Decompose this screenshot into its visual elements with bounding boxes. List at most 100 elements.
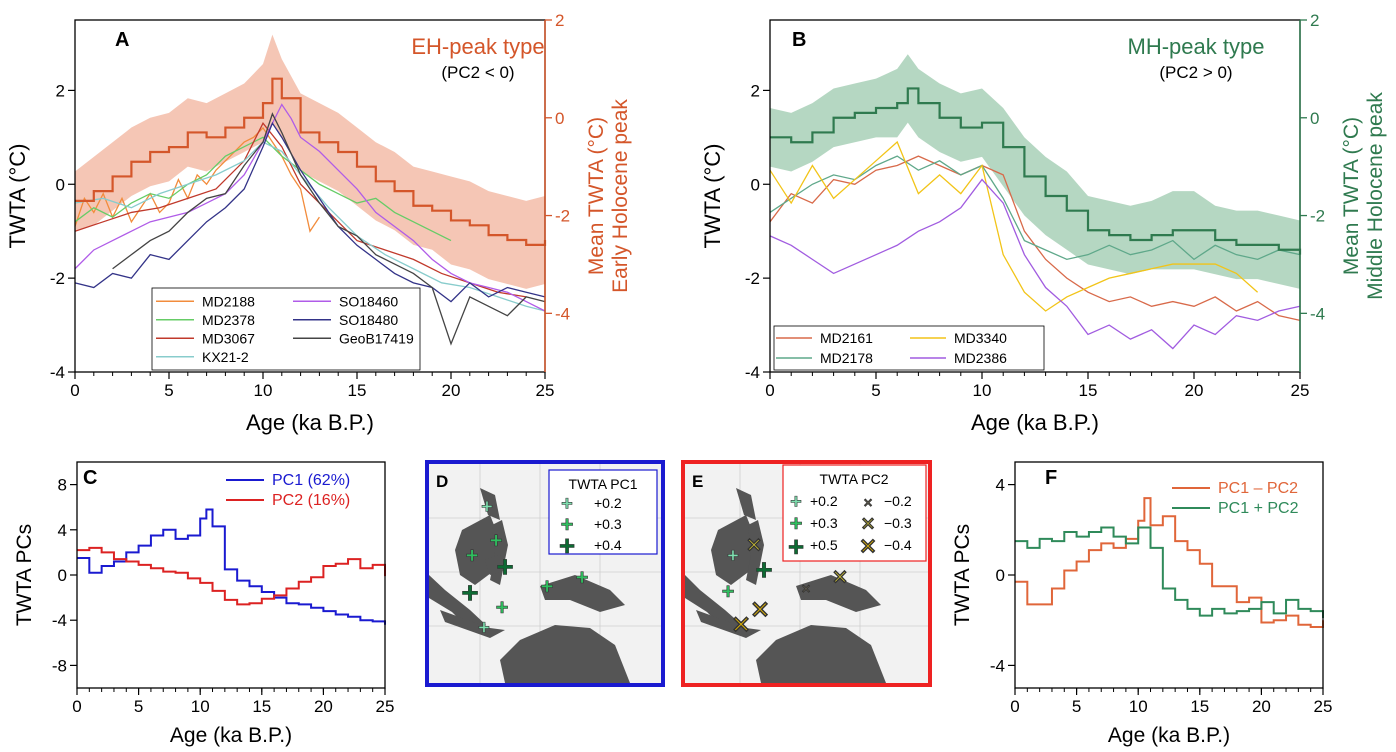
x-tick-label: 20 xyxy=(314,697,333,716)
x-tick-label: 0 xyxy=(1010,697,1019,716)
x-tick-label: 5 xyxy=(1072,697,1081,716)
legend-cross-icon: + xyxy=(790,491,802,513)
panel-c: 0 5 10 15 20 25 -8 -4 0 4 8 Age (ka B.P.) TWTA PCs C P… xyxy=(13,461,394,747)
legend-label: MD2188 xyxy=(202,293,255,309)
y2-tick-label: 2 xyxy=(1310,11,1319,30)
cross-marker: + xyxy=(461,577,479,610)
y-tick-label: 0 xyxy=(996,566,1005,585)
y-tick-label: -4 xyxy=(990,656,1005,675)
legend-box xyxy=(773,325,1045,371)
x-tick-label: 15 xyxy=(1190,697,1209,716)
legend-label: MD2378 xyxy=(202,312,255,328)
y-tick-label: -4 xyxy=(52,611,67,630)
map-e-legend-title: TWTA PC2 xyxy=(820,471,889,487)
series-line xyxy=(74,103,546,312)
chart-title: EH-peak type xyxy=(411,34,544,59)
y-axis-label: TWTA (°C) xyxy=(5,144,30,249)
y-tick-label: 0 xyxy=(56,175,65,194)
cross-marker: + xyxy=(541,574,554,599)
x-marker: ✕ xyxy=(750,597,770,624)
y-axis-label: TWTA PCs xyxy=(951,524,974,626)
x-tick-label: 10 xyxy=(1129,697,1148,716)
y2-tick-label: 2 xyxy=(555,11,564,30)
legend-label: MD2386 xyxy=(954,350,1007,366)
cross-marker: + xyxy=(722,579,735,604)
x-tick-label: 20 xyxy=(1185,381,1204,400)
panel-a: 0 5 10 15 20 25 -4 -2 0 2 -4 -2 0 2 Mean TWTA (°C) Earl… xyxy=(5,11,632,435)
legend-cross-icon: + xyxy=(559,530,575,561)
x-tick-label: 0 xyxy=(72,697,81,716)
x-tick-label: 5 xyxy=(871,381,880,400)
chart-subtitle: (PC2 < 0) xyxy=(441,63,514,82)
x-tick-label: 25 xyxy=(1314,697,1333,716)
legend-label: SO18460 xyxy=(339,293,398,309)
y-tick-label: 2 xyxy=(56,81,65,100)
cross-marker: + xyxy=(755,554,773,587)
series-line xyxy=(769,178,1301,350)
cross-marker: + xyxy=(496,595,509,620)
y2-tick-label: -4 xyxy=(555,304,570,323)
legend-label: KX21-2 xyxy=(202,349,249,365)
x-marker: ✕ xyxy=(801,582,811,596)
series-line xyxy=(1015,526,1324,618)
map-d-legend-label: +0.2 xyxy=(594,495,622,511)
panel-label: B xyxy=(792,29,806,51)
error-band xyxy=(770,54,1300,289)
cross-marker: + xyxy=(490,528,503,553)
series-line xyxy=(770,87,1302,255)
cross-marker: + xyxy=(727,545,739,567)
legend-label: MD2178 xyxy=(820,350,873,366)
legend-label: SO18480 xyxy=(339,312,398,328)
y2-axis-label: Middle Holocene peak xyxy=(1364,92,1387,300)
x-axis-label: Age (ka B.P.) xyxy=(1108,724,1230,747)
panel-label-e: E xyxy=(692,472,703,491)
panel-label: C xyxy=(83,467,97,489)
series-line xyxy=(1015,497,1324,628)
cross-marker: + xyxy=(478,617,490,639)
y2-axis-label: Mean TWTA (°C) xyxy=(585,117,608,275)
y-tick-label: -2 xyxy=(745,269,760,288)
x-tick-label: 10 xyxy=(254,381,273,400)
legend-x-icon: ✕ xyxy=(863,496,873,510)
panel-b: 0 5 10 15 20 25 -4 -2 0 2 -4 -2 0 2 Mean TWTA (°C) Midd… xyxy=(700,11,1387,435)
y-tick-label: 4 xyxy=(58,521,67,540)
legend-x-icon: ✕ xyxy=(860,514,875,534)
legend-label: MD2161 xyxy=(820,330,873,346)
map-e-legend-label: +0.3 xyxy=(810,515,838,531)
panel-f: 0 5 10 15 20 25 -4 0 4 Age (ka B.P.) TWTA PCs F PC1 … xyxy=(951,461,1333,747)
x-tick-label: 0 xyxy=(70,381,79,400)
series-line xyxy=(74,136,452,242)
y2-axis-label: Mean TWTA (°C) xyxy=(1340,117,1363,275)
y-tick-label: 0 xyxy=(58,566,67,585)
x-tick-label: 10 xyxy=(191,697,210,716)
series-line xyxy=(74,121,546,303)
x-axis-label: Age (ka B.P.) xyxy=(246,410,374,435)
x-axis-label: Age (ka B.P.) xyxy=(170,724,292,747)
map-d-legend xyxy=(548,469,658,555)
panel-label: A xyxy=(115,29,129,51)
series-line xyxy=(77,508,386,625)
legend-label: PC1 – PC2 xyxy=(1218,480,1298,497)
error-band xyxy=(75,34,545,289)
map-e-legend-label: −0.3 xyxy=(884,515,912,531)
cross-marker: + xyxy=(576,565,589,590)
y-tick-label: 2 xyxy=(751,81,760,100)
x-axis-label: Age (ka B.P.) xyxy=(971,410,1099,435)
y-tick-label: 0 xyxy=(751,175,760,194)
y2-axis-label: Early Holocene peak xyxy=(609,99,632,293)
map-e-markers: ✕ + + ✕ ✕ + ✕ ✕ xyxy=(721,535,848,640)
chart-subtitle: (PC2 > 0) xyxy=(1159,63,1232,82)
x-tick-label: 20 xyxy=(442,381,461,400)
legend-x-icon: ✕ xyxy=(859,534,877,559)
y-tick-label: 8 xyxy=(58,476,67,495)
series-line xyxy=(769,140,1259,312)
panel-label-d: D xyxy=(436,472,448,491)
legend-label: PC1 + PC2 xyxy=(1218,500,1299,517)
y2-tick-label: -4 xyxy=(1310,304,1325,323)
y-tick-label: -2 xyxy=(50,269,65,288)
panel-label: F xyxy=(1045,467,1057,489)
y-axis-label: TWTA (°C) xyxy=(700,144,725,249)
y-tick-label: -4 xyxy=(745,363,760,382)
y2-tick-label: -2 xyxy=(1310,207,1325,226)
